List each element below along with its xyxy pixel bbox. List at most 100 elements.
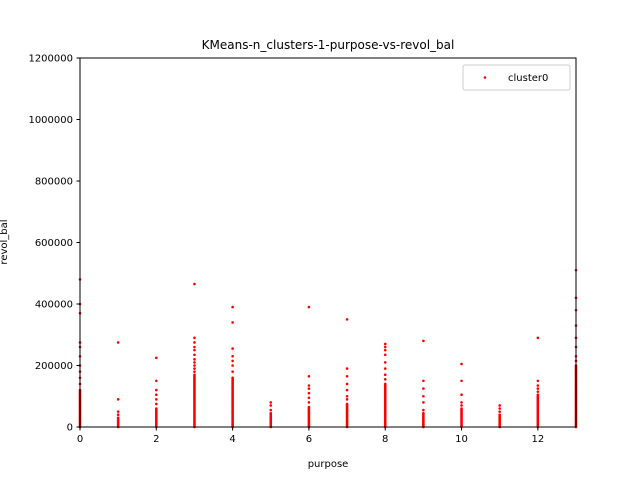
data-point [193, 370, 196, 373]
data-point [345, 367, 349, 370]
data-point [460, 407, 463, 410]
data-point [231, 347, 234, 350]
data-point [155, 407, 158, 410]
x-axis-ticks: 0 2 4 6 8 10 12 [77, 427, 544, 445]
x-tick-label: 2 [153, 434, 159, 445]
data-point [383, 342, 387, 346]
data-point [269, 408, 273, 412]
data-point [116, 341, 120, 344]
data-point [307, 305, 311, 309]
data-point [155, 356, 158, 360]
data-point [193, 345, 196, 349]
data-point [193, 367, 196, 370]
data-point [307, 387, 311, 390]
data-point [383, 348, 387, 352]
y-axis-label: revol_bal [0, 219, 10, 264]
data-point [345, 388, 349, 392]
data-point [383, 373, 387, 377]
data-point [307, 374, 311, 378]
data-point [231, 364, 234, 367]
data-point [536, 387, 540, 390]
x-tick-label: 4 [229, 434, 235, 445]
data-point [231, 359, 234, 363]
y-tick-label: 400000 [35, 300, 73, 311]
data-point [193, 282, 196, 286]
data-point [116, 398, 120, 401]
data-point [345, 402, 349, 406]
data-point [498, 407, 501, 410]
y-tick-label: 800000 [35, 177, 73, 188]
data-point [345, 394, 349, 398]
data-point [307, 391, 311, 395]
data-point [422, 411, 425, 415]
y-tick-label: 200000 [35, 361, 73, 372]
data-point [116, 416, 120, 420]
data-point [498, 410, 501, 413]
data-point [460, 362, 463, 366]
legend-marker [483, 76, 487, 79]
data-point [460, 401, 463, 404]
data-point [193, 364, 196, 367]
data-point [307, 396, 311, 400]
data-point [231, 354, 234, 358]
data-point [116, 413, 120, 417]
x-axis-label: purpose [308, 459, 349, 470]
data-point [498, 413, 501, 417]
data-point [460, 379, 463, 383]
data-point [307, 401, 311, 404]
data-point [193, 336, 196, 340]
y-tick-label: 1200000 [28, 54, 73, 65]
data-point [536, 390, 540, 393]
x-tick-label: 10 [455, 434, 468, 445]
data-point [193, 358, 196, 361]
data-point [460, 404, 463, 407]
data-point [307, 384, 311, 387]
x-tick-label: 12 [531, 434, 544, 445]
y-tick-label: 600000 [35, 238, 73, 249]
data-point [383, 378, 387, 381]
data-point [345, 398, 349, 401]
x-tick-label: 8 [382, 434, 388, 445]
data-point [422, 394, 425, 398]
chart-title: KMeans-n_clusters-1-purpose-vs-revol_bal [202, 38, 455, 52]
legend-label-cluster0: cluster0 [508, 73, 548, 84]
data-point [345, 318, 349, 321]
data-point [383, 353, 387, 357]
y-tick-label: 0 [67, 423, 73, 434]
legend-box [462, 64, 571, 91]
data-point [498, 404, 501, 407]
data-point [155, 402, 158, 406]
data-point [155, 379, 158, 383]
data-point [155, 398, 158, 401]
data-point [193, 353, 196, 357]
data-point [193, 341, 196, 344]
data-point [193, 348, 196, 352]
data-point [231, 370, 234, 373]
data-point [269, 401, 273, 404]
data-point [422, 408, 425, 412]
y-tick-label: 1000000 [28, 115, 73, 126]
data-point [536, 336, 540, 340]
data-point [345, 374, 349, 378]
data-point [155, 388, 158, 392]
data-point [193, 373, 196, 377]
data-point [193, 361, 196, 364]
data-point [422, 401, 425, 404]
data-point [536, 393, 540, 397]
data-point [536, 384, 540, 387]
data-points [78, 268, 578, 429]
y-axis-ticks: 0 200000 400000 600000 800000 1000000 1200000 [28, 54, 80, 434]
data-point [269, 411, 273, 415]
x-tick-label: 6 [306, 434, 312, 445]
legend: cluster0 [462, 64, 571, 91]
data-point [345, 382, 349, 386]
data-point [307, 405, 311, 409]
data-point [422, 387, 425, 390]
data-point [231, 321, 234, 324]
data-point [536, 379, 540, 383]
data-point [422, 339, 425, 343]
data-point [231, 376, 234, 380]
data-point [422, 379, 425, 383]
x-tick-label: 0 [77, 434, 83, 445]
